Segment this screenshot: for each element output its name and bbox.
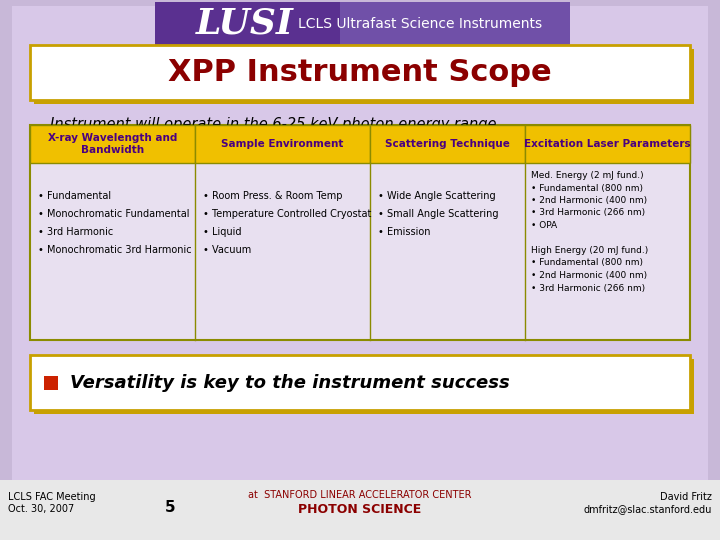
FancyBboxPatch shape xyxy=(525,125,690,163)
FancyBboxPatch shape xyxy=(30,355,690,410)
Text: Sample Environment: Sample Environment xyxy=(221,139,343,149)
Text: LCLS FAC Meeting
Oct. 30, 2007: LCLS FAC Meeting Oct. 30, 2007 xyxy=(8,492,96,514)
Text: at  STANFORD LINEAR ACCELERATOR CENTER: at STANFORD LINEAR ACCELERATOR CENTER xyxy=(248,490,472,500)
Text: X-ray Wavelength and
Bandwidth: X-ray Wavelength and Bandwidth xyxy=(48,133,177,155)
Text: • Monochromatic 3rd Harmonic: • Monochromatic 3rd Harmonic xyxy=(38,245,192,255)
Text: LCLS Ultrafast Science Instruments: LCLS Ultrafast Science Instruments xyxy=(298,17,542,31)
FancyBboxPatch shape xyxy=(370,125,525,163)
FancyBboxPatch shape xyxy=(34,359,694,414)
Text: Instrument will operate in the 6-25 keV photon energy range: Instrument will operate in the 6-25 keV … xyxy=(50,117,497,132)
FancyBboxPatch shape xyxy=(340,2,570,50)
Text: • Monochromatic Fundamental: • Monochromatic Fundamental xyxy=(38,209,189,219)
Text: Excitation Laser Parameters: Excitation Laser Parameters xyxy=(524,139,690,149)
Text: PHOTON SCIENCE: PHOTON SCIENCE xyxy=(298,503,422,516)
FancyBboxPatch shape xyxy=(160,2,560,50)
Text: • Wide Angle Scattering: • Wide Angle Scattering xyxy=(378,191,495,201)
FancyBboxPatch shape xyxy=(30,45,690,100)
FancyBboxPatch shape xyxy=(155,2,570,50)
FancyBboxPatch shape xyxy=(30,125,690,340)
Text: David Fritz
dmfritz@slac.stanford.edu: David Fritz dmfritz@slac.stanford.edu xyxy=(584,492,712,514)
FancyBboxPatch shape xyxy=(44,375,58,389)
FancyBboxPatch shape xyxy=(30,125,195,163)
Text: XPP Instrument Scope: XPP Instrument Scope xyxy=(168,58,552,87)
Text: • Room Press. & Room Temp: • Room Press. & Room Temp xyxy=(203,191,343,201)
Text: • Liquid: • Liquid xyxy=(203,227,241,237)
Text: Med. Energy (2 mJ fund.)
• Fundamental (800 nm)
• 2nd Harmonic (400 nm)
• 3rd Ha: Med. Energy (2 mJ fund.) • Fundamental (… xyxy=(531,171,648,293)
Text: 5: 5 xyxy=(165,500,175,515)
Text: • Fundamental: • Fundamental xyxy=(38,191,111,201)
Text: • Vacuum: • Vacuum xyxy=(203,245,251,255)
FancyBboxPatch shape xyxy=(0,480,720,540)
Text: • 3rd Harmonic: • 3rd Harmonic xyxy=(38,227,113,237)
FancyBboxPatch shape xyxy=(195,125,370,163)
Text: • Emission: • Emission xyxy=(378,227,431,237)
FancyBboxPatch shape xyxy=(34,49,694,104)
Text: Scattering Technique: Scattering Technique xyxy=(385,139,510,149)
Text: LUSI: LUSI xyxy=(196,7,294,41)
FancyBboxPatch shape xyxy=(12,6,708,480)
Text: Versatility is key to the instrument success: Versatility is key to the instrument suc… xyxy=(70,374,510,391)
Text: • Small Angle Scattering: • Small Angle Scattering xyxy=(378,209,498,219)
Text: • Temperature Controlled Cryostat: • Temperature Controlled Cryostat xyxy=(203,209,372,219)
